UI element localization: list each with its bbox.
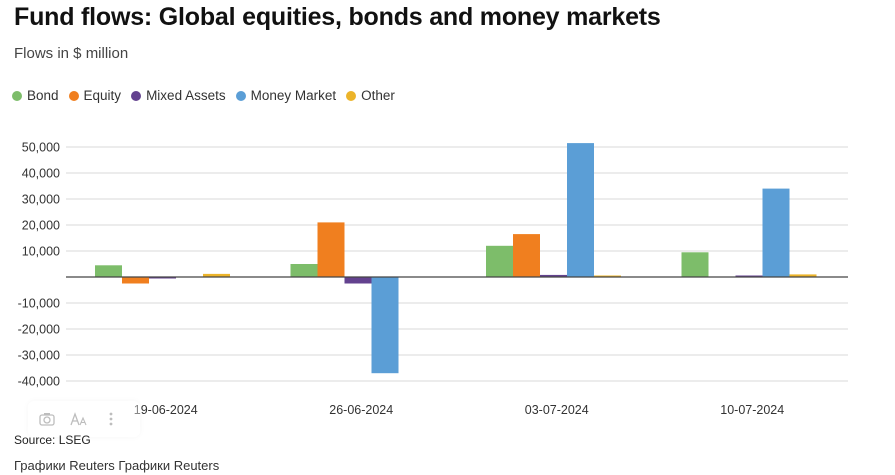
chart-toolbar <box>28 401 140 437</box>
bar-other-19-06-2024 <box>203 273 230 277</box>
bar-bond-10-07-2024 <box>681 252 709 277</box>
bar-other-03-07-2024 <box>594 275 621 277</box>
legend-swatch <box>131 90 142 101</box>
legend-item-equity: Equity <box>68 88 122 103</box>
y-tick-label: -40,000 <box>18 375 60 389</box>
text-size-icon[interactable] <box>70 411 88 427</box>
y-tick-label: 50,000 <box>22 141 60 155</box>
y-tick-label: -30,000 <box>18 349 60 363</box>
bar-mixed-assets-19-06-2024 <box>149 277 176 279</box>
legend-label: Equity <box>83 88 122 103</box>
x-tick-label: 26-06-2024 <box>329 403 393 417</box>
bar-bond-26-06-2024 <box>290 264 318 277</box>
legend: Bond Equity Mixed Assets Money Market Other <box>12 88 395 103</box>
graphics-credit: Графики Reuters Графики Reuters <box>14 458 220 473</box>
legend-item-money-market: Money Market <box>235 88 337 103</box>
camera-icon[interactable] <box>38 411 56 427</box>
legend-item-other: Other <box>346 88 395 103</box>
legend-item-mixed-assets: Mixed Assets <box>131 88 226 103</box>
x-tick-label: 03-07-2024 <box>525 403 589 417</box>
x-tick-label: 10-07-2024 <box>720 403 784 417</box>
legend-label: Money Market <box>250 88 337 103</box>
bar-bond-03-07-2024 <box>486 245 513 277</box>
bar-equity-03-07-2024 <box>513 234 540 277</box>
legend-swatch <box>346 90 357 101</box>
legend-item-bond: Bond <box>12 88 59 103</box>
more-icon[interactable] <box>102 411 120 427</box>
bar-bond-19-06-2024 <box>95 265 122 277</box>
y-tick-label: 40,000 <box>22 167 60 181</box>
legend-label: Other <box>361 88 395 103</box>
bar-mixed-assets-03-07-2024 <box>540 274 567 277</box>
bar-equity-26-06-2024 <box>317 222 345 277</box>
legend-label: Bond <box>27 88 59 103</box>
bar-other-10-07-2024 <box>789 274 817 277</box>
chart-title: Fund flows: Global equities, bonds and m… <box>14 3 661 31</box>
legend-swatch <box>235 90 246 101</box>
bar-money-market-03-07-2024 <box>567 143 594 277</box>
bar-mixed-assets-10-07-2024 <box>735 275 763 277</box>
chart-subtitle: Flows in $ million <box>14 45 129 62</box>
legend-swatch <box>68 90 79 101</box>
bar-mixed-assets-26-06-2024 <box>344 277 372 284</box>
source-note: Source: LSEG <box>14 433 91 447</box>
x-tick-label: 19-06-2024 <box>134 403 198 417</box>
y-tick-label: 20,000 <box>22 219 60 233</box>
legend-swatch <box>12 90 22 101</box>
bar-money-market-10-07-2024 <box>762 188 790 277</box>
y-tick-label: 30,000 <box>22 193 60 207</box>
y-tick-label: -20,000 <box>18 323 60 337</box>
y-tick-label: -10,000 <box>18 297 60 311</box>
legend-label: Mixed Assets <box>146 88 226 103</box>
y-tick-label: 10,000 <box>22 245 60 259</box>
bar-money-market-26-06-2024 <box>371 277 399 374</box>
bar-equity-19-06-2024 <box>122 277 149 284</box>
